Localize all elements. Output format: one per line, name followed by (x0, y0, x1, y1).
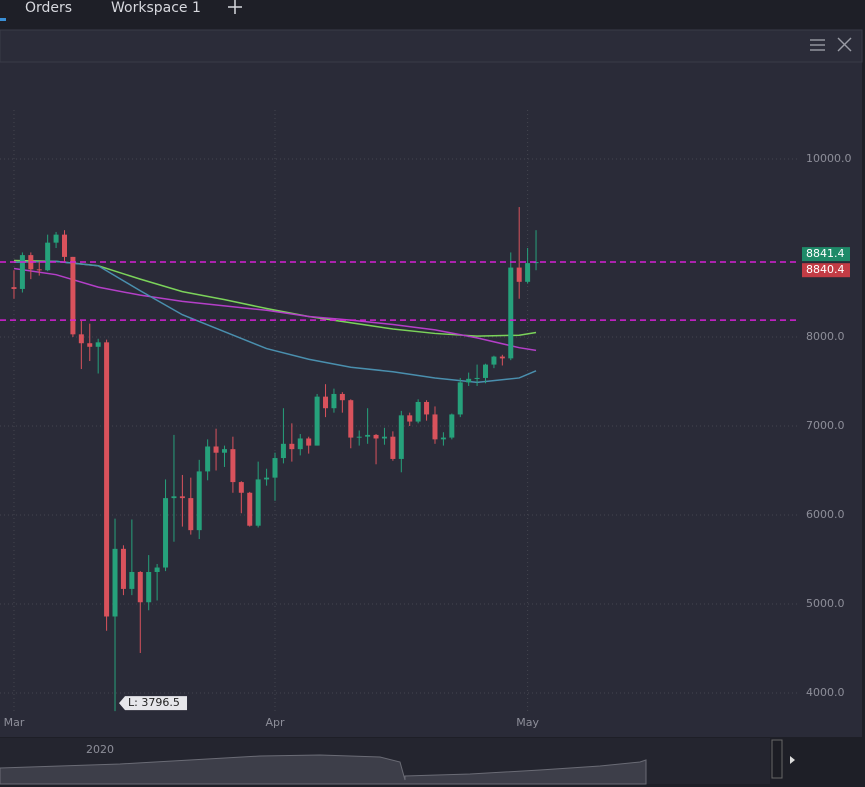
price-tag-label: 8841.4 (806, 247, 845, 260)
candle-body (280, 443, 286, 459)
candle-body (508, 267, 514, 359)
candle-body (483, 364, 489, 378)
candle-body (255, 479, 261, 526)
candle-body (516, 267, 522, 282)
candle-body (171, 496, 177, 499)
candle-body (36, 269, 42, 271)
candle-body (238, 482, 244, 493)
candle-body (440, 437, 446, 440)
x-tick-label: Mar (4, 716, 25, 729)
navigator-area (0, 754, 647, 785)
navigator-handle[interactable] (771, 739, 783, 779)
menu-icon[interactable] (810, 39, 825, 51)
candle-body (196, 471, 202, 531)
candle-body (137, 571, 143, 603)
y-tick-label: 6000.0 (806, 508, 845, 521)
price-tag (802, 263, 850, 278)
candle-body (323, 396, 329, 409)
candle-body (221, 449, 227, 453)
x-tick-label: Apr (265, 716, 285, 729)
x-tick-label: May (516, 716, 539, 729)
low-marker-label: L: 3796.5 (128, 696, 180, 709)
chart-panel (0, 30, 862, 737)
candle-body (120, 548, 126, 589)
candle-body (297, 438, 303, 450)
navigator-arrow[interactable] (790, 756, 795, 764)
moving-average (13, 259, 537, 337)
candle-body (213, 446, 219, 453)
candle-body (129, 571, 135, 589)
price-tag-label: 8840.4 (806, 263, 845, 276)
low-marker-box (119, 696, 188, 711)
tab-orders[interactable]: Orders (25, 0, 73, 16)
y-tick-label: 5000.0 (806, 597, 845, 610)
candle-body (499, 356, 505, 359)
candle-body (53, 234, 59, 243)
candle-body (230, 449, 236, 483)
candle-body (179, 496, 185, 499)
candle-body (348, 400, 354, 438)
candle-body (146, 571, 152, 603)
candle-body (339, 393, 345, 401)
y-tick-label: 4000.0 (806, 686, 845, 699)
candle-body (314, 396, 320, 446)
candle-body (95, 342, 101, 347)
candle-body (264, 477, 270, 480)
candle-body (11, 287, 17, 289)
y-tick-label: 8000.0 (806, 330, 845, 343)
candle-body (533, 262, 539, 264)
candle-body (331, 393, 337, 409)
navigator-year: 2020 (86, 743, 114, 756)
candle-body (289, 443, 295, 450)
candle-body (306, 438, 312, 446)
candle-body (432, 414, 438, 440)
candle-body (398, 415, 404, 459)
candle-body (381, 436, 387, 439)
close-icon[interactable] (837, 37, 852, 52)
candle-body (407, 415, 413, 422)
candle-body (365, 434, 371, 437)
candle-body (424, 401, 430, 415)
candle-body (205, 446, 211, 472)
candle-body (112, 548, 118, 617)
candle-body (70, 256, 76, 335)
candle-body (390, 436, 396, 459)
candle-body (87, 343, 93, 347)
candle-body (45, 242, 51, 271)
candle-body (466, 378, 472, 383)
candle-body (154, 567, 160, 572)
candle-body (474, 377, 480, 379)
moving-average (13, 267, 537, 352)
candle-body (525, 263, 531, 282)
y-tick-label: 10000.0 (806, 152, 852, 165)
candle-body (104, 342, 110, 617)
candle-body (19, 255, 25, 289)
tab-workspace[interactable]: Workspace 1 (111, 0, 201, 16)
candle-body (247, 492, 253, 526)
y-tick-label: 7000.0 (806, 419, 845, 432)
candle-body (188, 498, 194, 531)
candle-body (356, 436, 362, 438)
candle-body (373, 434, 379, 439)
tab-indicator (0, 18, 6, 21)
price-tag (802, 247, 850, 262)
panel-header (0, 29, 863, 63)
candle-body (449, 414, 455, 438)
add-tab[interactable] (228, 0, 242, 14)
candle-body (491, 356, 497, 365)
candle-body (78, 334, 84, 344)
candle-body (272, 458, 278, 478)
candle-body (457, 382, 463, 415)
candle-body (415, 401, 421, 422)
candle-body (163, 498, 169, 568)
candle-body (61, 234, 67, 257)
